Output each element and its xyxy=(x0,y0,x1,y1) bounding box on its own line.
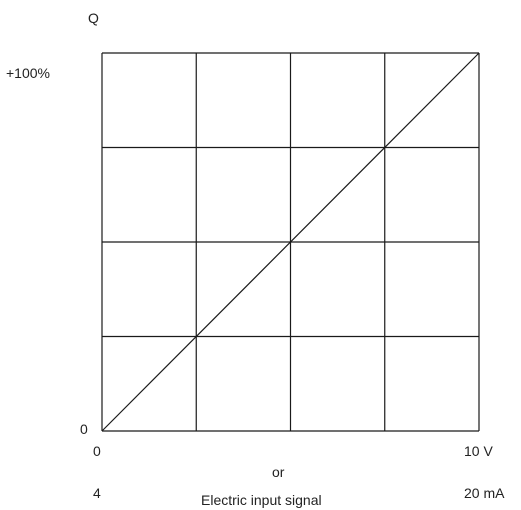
x-label-connector: or xyxy=(272,464,285,480)
series xyxy=(101,52,480,432)
x-axis-label: Electric input signal xyxy=(201,492,322,508)
y-tick-label-max: +100% xyxy=(6,65,50,81)
series-line xyxy=(101,52,480,432)
y-tick-label-zero: 0 xyxy=(80,421,88,437)
y-axis-symbol: Q xyxy=(88,10,99,26)
x-tick-label-current-max: 20 mA xyxy=(464,485,505,501)
grid xyxy=(101,52,480,432)
x-tick-label-voltage-max: 10 V xyxy=(464,443,493,459)
x-tick-label-voltage-min: 0 xyxy=(93,443,101,459)
x-tick-label-current-min: 4 xyxy=(93,485,101,501)
